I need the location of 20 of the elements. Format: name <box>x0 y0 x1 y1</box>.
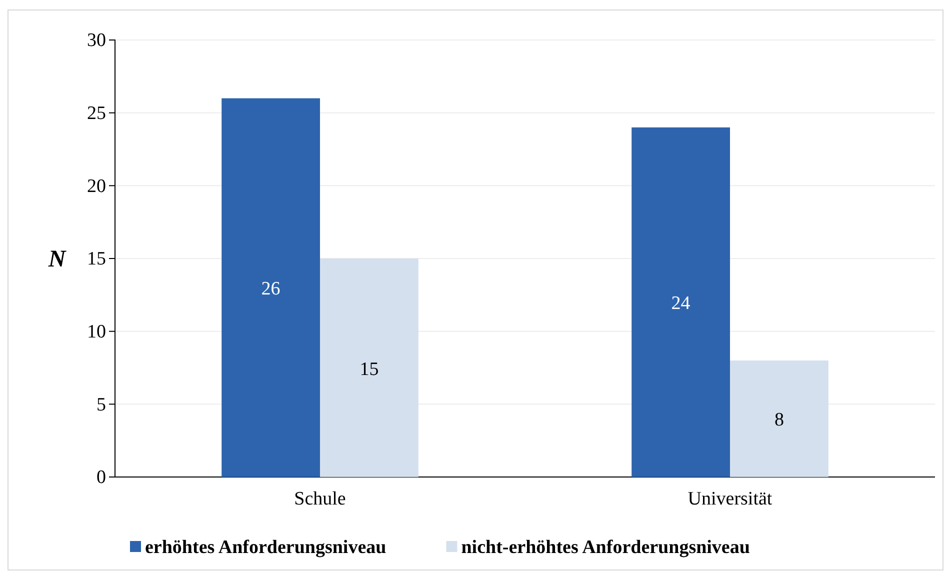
y-tick-label: 15 <box>87 248 106 270</box>
bar <box>320 258 418 477</box>
data-label: 24 <box>671 293 691 314</box>
bar <box>730 360 828 477</box>
data-label: 26 <box>261 278 280 300</box>
y-tick-label: 0 <box>96 467 106 488</box>
y-tick-label: 5 <box>96 394 106 416</box>
y-tick-label: 20 <box>87 176 106 197</box>
data-label: 8 <box>774 410 784 431</box>
legend-label: nicht-erhöhtes Anforderungsniveau <box>461 537 750 558</box>
data-label: 15 <box>360 358 379 380</box>
legend-label: erhöhtes Anforderungsniveau <box>145 537 387 558</box>
y-axis-title: N <box>47 246 68 272</box>
y-tick-label: 10 <box>87 321 106 342</box>
x-tick-label: Schule <box>294 488 346 510</box>
y-tick-label: 25 <box>87 102 106 124</box>
bar <box>632 127 730 477</box>
y-tick-label: 30 <box>87 30 106 52</box>
x-tick-label: Universität <box>688 488 773 510</box>
bar <box>222 98 320 477</box>
